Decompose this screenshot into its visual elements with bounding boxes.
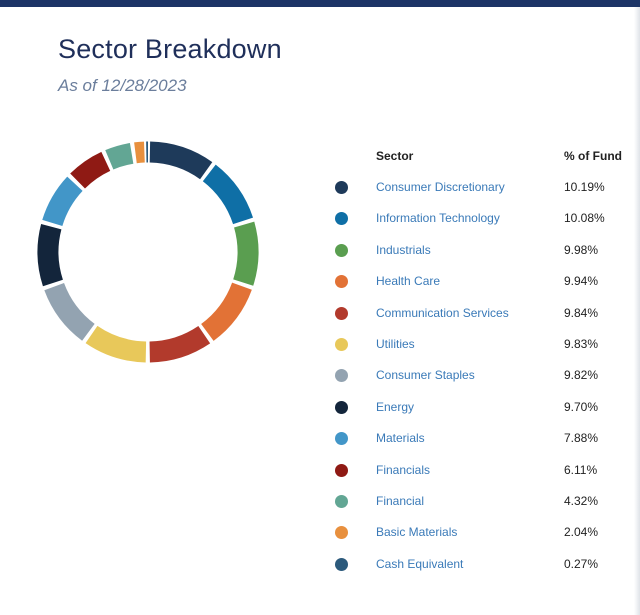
legend-swatch bbox=[335, 557, 348, 571]
sector-row-financials: Financials 6.11% bbox=[0, 455, 640, 486]
sector-name-link[interactable]: Energy bbox=[376, 399, 415, 414]
legend-swatch bbox=[335, 400, 348, 414]
donut-slice-materials[interactable] bbox=[42, 176, 83, 227]
sector-percent-value: 2.04% bbox=[564, 525, 599, 540]
donut-slice-health-care[interactable] bbox=[200, 282, 252, 341]
sector-name-link[interactable]: Financial bbox=[376, 494, 425, 508]
sector-row-health-care: Health Care 9.94% bbox=[0, 266, 640, 297]
as-of-date: As of 12/28/2023 bbox=[58, 76, 187, 95]
sector-column-header: Sector bbox=[376, 149, 414, 163]
donut-slice-energy[interactable] bbox=[37, 224, 64, 287]
sector-percent-value: 9.82% bbox=[564, 368, 599, 383]
sector-percent-value: 9.83% bbox=[564, 337, 599, 351]
donut-slice-financials[interactable] bbox=[70, 151, 111, 189]
sector-row-cash-equivalent: Cash Equivalent 0.27% bbox=[0, 549, 640, 580]
donut-slice-basic-materials[interactable] bbox=[134, 141, 145, 164]
sector-name-link[interactable]: Cash Equivalent bbox=[376, 556, 464, 571]
donut-slice-consumer-staples[interactable] bbox=[44, 282, 95, 341]
sector-name-link[interactable]: Utilities bbox=[376, 337, 415, 351]
legend-swatch bbox=[335, 275, 348, 289]
sector-name-link[interactable]: Financials bbox=[376, 462, 431, 477]
sector-name-link[interactable]: Consumer Staples bbox=[376, 368, 475, 383]
donut-slice-financial[interactable] bbox=[105, 142, 134, 170]
top-accent-bar bbox=[0, 0, 640, 7]
legend-swatch bbox=[335, 181, 348, 194]
right-edge-shadow bbox=[634, 7, 640, 615]
sector-row-financial: Financial 4.32% bbox=[0, 486, 640, 517]
legend-swatch bbox=[335, 243, 348, 257]
legend-swatch bbox=[335, 432, 348, 446]
sector-name-link[interactable]: Basic Materials bbox=[376, 525, 458, 540]
sector-row-utilities: Utilities 9.83% bbox=[0, 329, 640, 360]
donut-slice-utilities[interactable] bbox=[85, 325, 147, 363]
sector-row-industrials: Industrials 9.98% bbox=[0, 235, 640, 266]
legend-swatch bbox=[335, 338, 348, 351]
sector-percent-value: 9.94% bbox=[564, 274, 599, 289]
sector-percent-value: 0.27% bbox=[564, 556, 599, 571]
sector-row-communication-services: Communication Services 9.84% bbox=[0, 298, 640, 329]
sector-percent-value: 10.19% bbox=[564, 180, 605, 194]
sector-percent-value: 6.11% bbox=[564, 462, 598, 477]
sector-percent-value: 9.70% bbox=[564, 399, 599, 414]
legend-swatch bbox=[335, 526, 348, 540]
sector-percent-value: 4.32% bbox=[564, 494, 599, 508]
legend-swatch bbox=[335, 495, 348, 508]
sector-row-consumer-discretionary: Consumer Discretionary 10.19% bbox=[0, 172, 640, 203]
sector-name-link[interactable]: Information Technology bbox=[376, 211, 500, 226]
page-title: Sector Breakdown bbox=[58, 34, 282, 64]
sector-percent-value: 9.84% bbox=[564, 305, 599, 320]
sector-name-link[interactable]: Industrials bbox=[376, 242, 431, 257]
sector-row-materials: Materials 7.88% bbox=[0, 423, 640, 454]
legend-swatch bbox=[335, 369, 348, 383]
sector-donut-chart bbox=[37, 141, 259, 363]
percent-column-header: % of Fund bbox=[564, 149, 622, 163]
sector-row-basic-materials: Basic Materials 2.04% bbox=[0, 517, 640, 548]
legend-swatch bbox=[335, 306, 348, 320]
sector-name-link[interactable]: Communication Services bbox=[376, 305, 509, 320]
sector-row-consumer-staples: Consumer Staples 9.82% bbox=[0, 360, 640, 391]
sector-name-link[interactable]: Health Care bbox=[376, 274, 441, 289]
legend-swatch bbox=[335, 212, 348, 226]
donut-slice-communication-services[interactable] bbox=[149, 325, 211, 363]
donut-slice-information-technology[interactable] bbox=[202, 164, 254, 225]
donut-slice-industrials[interactable] bbox=[233, 221, 259, 286]
sector-percent-value: 10.08% bbox=[564, 211, 605, 226]
sector-name-link[interactable]: Materials bbox=[376, 431, 425, 446]
sector-row-energy: Energy 9.70% bbox=[0, 392, 640, 423]
legend-swatch bbox=[335, 463, 348, 477]
donut-slice-consumer-discretionary[interactable] bbox=[149, 141, 213, 180]
sector-percent-value: 9.98% bbox=[564, 242, 599, 257]
sector-row-information-technology: Information Technology 10.08% bbox=[0, 203, 640, 234]
sector-name-link[interactable]: Consumer Discretionary bbox=[376, 180, 505, 194]
sector-percent-value: 7.88% bbox=[564, 431, 599, 446]
